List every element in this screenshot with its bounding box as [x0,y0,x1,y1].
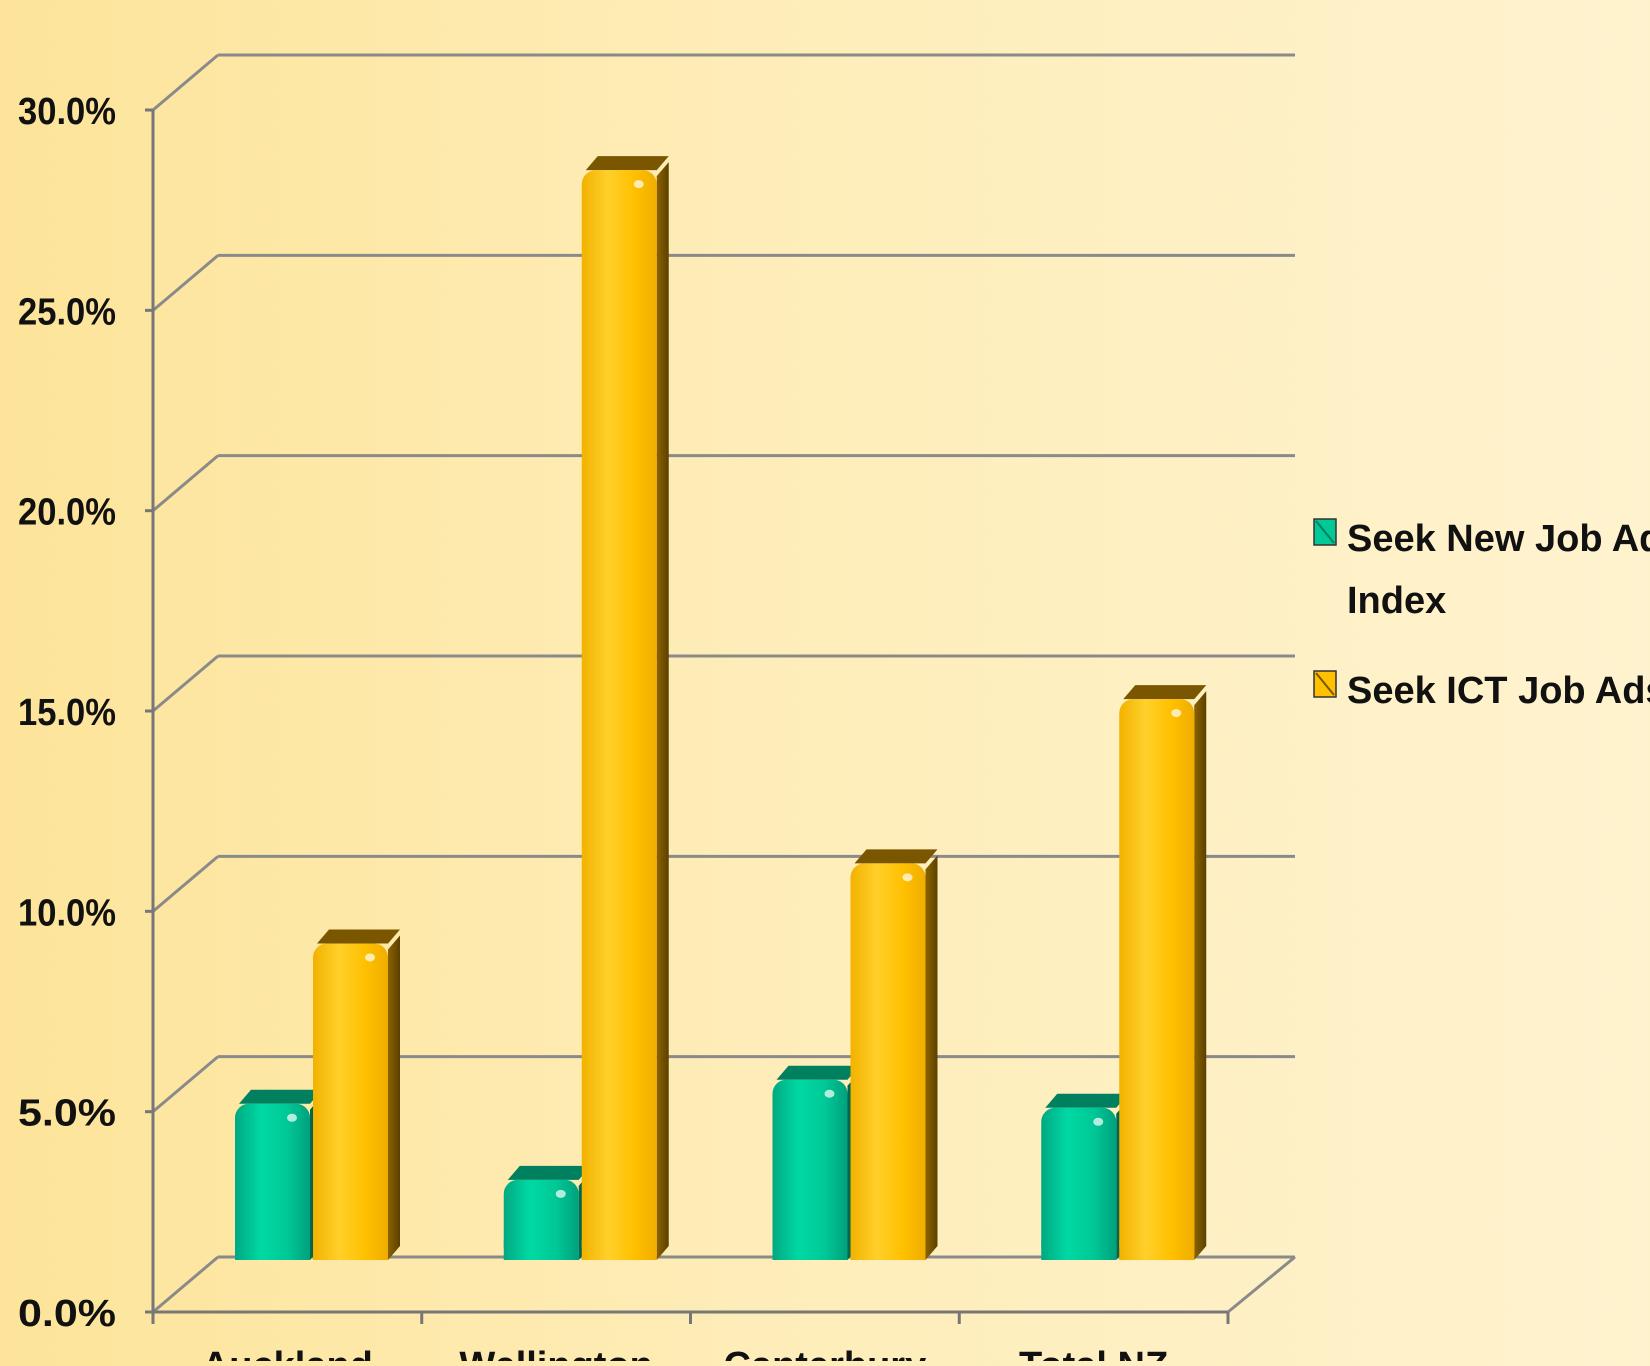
x-tick-label: Canterbury [724,1345,927,1361]
bar-top [1123,685,1207,700]
legend: Seek New Job Ad Index Seek ICT Job Ads [1313,518,1650,712]
gridline-depth [152,1055,219,1113]
bar-front [1041,1107,1117,1260]
y-tick-label: 15.0% [18,692,116,734]
bar-side [1194,691,1207,1260]
floor-right-edge [1227,1255,1296,1314]
bar-highlight [287,1113,297,1122]
legend-label: Seek ICT Job Ads [1347,670,1650,712]
bar-top [317,929,400,944]
bar-front-base [1119,1240,1195,1260]
bar-side [388,935,400,1260]
bar [772,1065,860,1260]
legend-label: Index [1347,580,1446,622]
bar-front-base [1041,1240,1117,1260]
bar-front-base [772,1240,848,1260]
bar-highlight [1093,1117,1104,1126]
legend-swatch-shade [1315,520,1335,544]
x-tick-label: Auckland [202,1345,373,1361]
x-tick-label: Wellington [459,1345,653,1361]
y-tick-label: 25.0% [18,291,116,333]
y-tick-label: 5.0% [18,1093,116,1135]
bar-front [772,1079,848,1260]
y-tick-label: 30.0% [18,91,116,133]
bar-top [239,1089,322,1104]
legend-swatch-shade [1315,672,1335,696]
legend-item: Seek ICT Job Ads [1313,670,1650,712]
bar-highlight [902,873,913,882]
bar-highlight [555,1189,566,1198]
bar-highlight [824,1089,835,1098]
bar-top [507,1165,591,1180]
y-tick-label: 0.0% [18,1293,116,1335]
bar-top [585,156,669,171]
bar-top [776,1065,860,1080]
bar-front-base [313,1240,388,1260]
bar [850,849,938,1260]
bar-side [656,162,669,1261]
x-tick-label: Total NZ [1019,1345,1168,1361]
bar [235,1089,322,1260]
bar-front [235,1103,310,1260]
bar-front [850,863,926,1260]
bar-front-base [235,1240,310,1260]
bar-highlight [633,180,644,189]
axes [145,108,1230,1324]
legend-label: Seek New Job Ad [1347,518,1650,560]
bar [581,156,669,1261]
y-tick-label: 20.0% [18,492,116,534]
bar [503,1165,591,1260]
bar-side [925,855,938,1260]
bar-front [503,1179,579,1260]
bar [1119,685,1207,1260]
bar-front [581,170,657,1261]
bar-front-base [503,1240,579,1260]
bars [235,156,1207,1261]
bar-front-base [581,1240,657,1260]
bar [1041,1093,1129,1260]
bar-top [854,849,938,864]
gridline-depth [152,654,219,713]
bar-highlight [1171,709,1182,718]
legend-item: Seek New Job Ad Index [1313,518,1650,622]
bar-front [313,943,388,1260]
bar-front [1119,699,1195,1260]
gridline-depth [152,254,219,312]
gridline-depth [152,1255,219,1314]
bar-front-base [850,1240,926,1260]
gridline-depth [152,454,219,512]
gridline-depth [152,53,219,112]
bar [313,929,400,1260]
bar-highlight [365,953,375,962]
bar-top [1045,1093,1129,1108]
gridline-depth [152,855,219,913]
y-tick-label: 10.0% [18,892,116,934]
